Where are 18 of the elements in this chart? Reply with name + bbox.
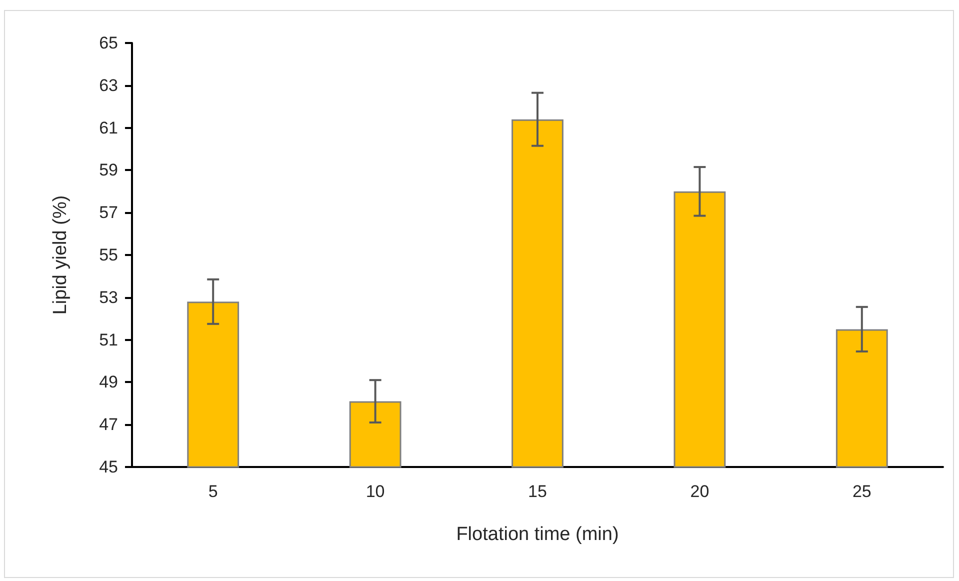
y-tick-label: 51 — [99, 330, 118, 350]
x-tick-label: 25 — [852, 482, 872, 501]
x-tick-label: 20 — [690, 482, 710, 501]
y-tick-label: 57 — [99, 203, 118, 222]
y-tick-label: 53 — [99, 288, 118, 307]
x-tick-label: 10 — [366, 482, 385, 501]
y-tick-label: 61 — [99, 118, 118, 138]
y-tick-label: 65 — [99, 34, 118, 52]
y-tick-label: 49 — [99, 372, 118, 392]
y-tick-label: 59 — [99, 160, 118, 180]
x-tick-label: 5 — [208, 482, 218, 501]
y-tick-label: 55 — [99, 246, 118, 264]
y-axis-title: Lipid yield (%) — [50, 195, 71, 315]
x-axis-title: Flotation time (min) — [456, 524, 619, 545]
y-tick-label: 63 — [99, 76, 118, 95]
x-tick-label: 15 — [528, 482, 547, 501]
y-tick-label: 45 — [99, 458, 118, 476]
y-tick-label: 47 — [99, 415, 118, 434]
